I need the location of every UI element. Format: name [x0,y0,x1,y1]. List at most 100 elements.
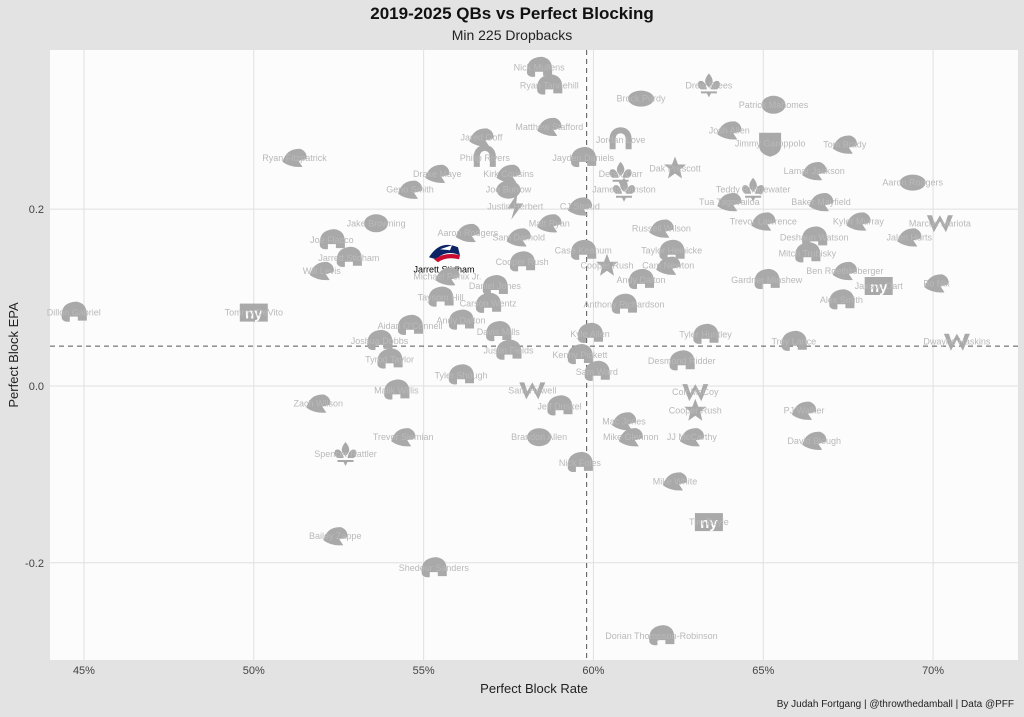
qb-label: Shedeur Sanders [399,563,470,573]
qb-point: Cooper Rush [496,251,549,272]
dolphin-icon [717,193,742,212]
helmet-icon [61,301,87,322]
helmet-icon [781,330,807,351]
qb-label: Cooper Rush [580,261,633,271]
patriot-icon [323,527,348,546]
helmet-icon [496,339,522,360]
cardinal-icon [846,212,871,231]
qb-label: Brock Purdy [616,94,666,104]
qb-label: Sam Darnold [492,232,545,242]
helmet-icon [475,292,502,313]
qb-label: Aaron Rodgers [882,178,943,188]
qb-point: Gardner Minshew [731,268,803,290]
qb-point: Jeff Driskel [537,395,582,416]
qb-point: Will Levis [303,261,341,281]
qb-label: CJ Stroud [560,202,600,212]
qb-label: JJ McCarthy [667,432,718,442]
qb-point: Cooper Rush [580,253,634,276]
qb-label: Drake Maye [413,169,462,179]
qb-point: Mike White [653,472,697,491]
arrowhead-icon [761,95,786,114]
ny-logo-icon: ny [694,513,723,532]
helmet-icon [659,239,685,260]
qb-point: Desmond Ridder [648,350,715,371]
qb-point: Jake Browning [347,214,406,233]
qb-point: Joshua Dobbs [351,329,409,351]
qb-label: Nick Mullens [514,63,566,73]
qb-point: Jimmy Garoppolo [735,132,805,157]
helmet-icon [829,289,855,310]
qb-point: Kenny Pickett [552,344,608,365]
x-tick-label: 45% [73,665,95,677]
qb-label: Jalen Hurts [887,232,933,242]
qb-label: Justin Herbert [487,202,544,212]
jet-icon [306,394,331,413]
qb-point: Joe Burrow [486,180,532,199]
qb-label: Tim Boyle [689,517,729,527]
qb-point: Trey Lance [771,330,816,351]
viking-icon [496,164,521,183]
qb-point: Tyler Shough [434,364,488,385]
qb-label: Kyle Allen [570,329,610,339]
qb-label: Justin Fields [483,346,534,356]
qb-point: Kyle Allen [570,322,610,343]
qb-label: Russell Wilson [632,224,691,234]
qb-label: Michael Penix Jr. [413,271,481,281]
qb-label: Baker Mayfield [791,197,851,207]
qb-label: David Blough [787,436,841,446]
chart-title: 2019-2025 QBs vs Perfect Blocking [370,4,654,23]
qb-point: Matthew Stafford [515,117,583,137]
qb-label: Kyler Murray [833,217,885,227]
x-tick-label: 60% [582,665,604,677]
helmet-icon [570,146,597,168]
g-logo-icon [609,127,632,150]
qb-point: Aaron Rodgers [438,223,499,243]
qb-point: Jordan Love [596,127,645,150]
qb-label: Gardner Minshew [731,275,803,285]
qb-point: Justin Herbert [487,193,544,220]
qb-point: Dillon Gabriel [47,301,101,322]
qb-point: Taylor Heinicke [641,239,702,260]
qb-label: Teddy Bridgewater [716,185,791,195]
y-tick-label: -0.2 [25,558,44,570]
bull-icon [567,197,593,216]
qb-point: Cooper Rush [669,398,722,421]
x-tick-label: 55% [413,665,435,677]
jet-icon [663,472,688,491]
ram-icon [469,128,494,147]
qb-label: Josh Allen [709,125,750,135]
qb-point: Drew Brees [685,73,733,98]
qb-label: Jake Browning [347,218,406,228]
qb-label: Dillon Gabriel [47,308,101,318]
qb-point: Tua Tagovailoa [699,193,760,212]
fleur-de-lis-icon [334,442,357,466]
qb-point: Cam Newton [642,256,694,275]
jet-icon [455,223,480,243]
qb-point: Malik Willis [374,379,419,400]
qb-label: Tyrod Taylor [365,354,414,364]
qb-point: Andy Dalton [436,309,486,330]
helmet-icon [611,293,637,314]
qb-label: Joe Flacco [310,235,354,245]
qb-label: Deshaun Watson [780,232,849,242]
qb-label: Carson Wentz [460,299,517,309]
qb-point: Jarrett Stidham [318,246,379,267]
qb-label: Matt Ryan [529,218,570,228]
qb-point: Alex Smith [820,289,863,310]
qb-label: Ryan Tannehill [520,80,579,90]
qb-point: Michael Penix Jr. [413,267,481,286]
patriot-icon [425,164,450,183]
qb-point: Aidan O'Connell [378,314,442,335]
qb-point: Mitch Trubisky [779,242,837,263]
qb-label: Ben Roethlisberger [806,266,883,276]
qb-point: Russell Wilson [632,219,691,238]
qb-label: Bo Nix [923,278,950,288]
qb-point: Tyrod Taylor [365,348,414,369]
qb-point: Spencer Rattler [314,442,377,466]
tiger-icon [496,180,521,199]
qb-label: Bailey Zappe [309,531,362,541]
qb-label: Andy Dalton [616,275,665,285]
